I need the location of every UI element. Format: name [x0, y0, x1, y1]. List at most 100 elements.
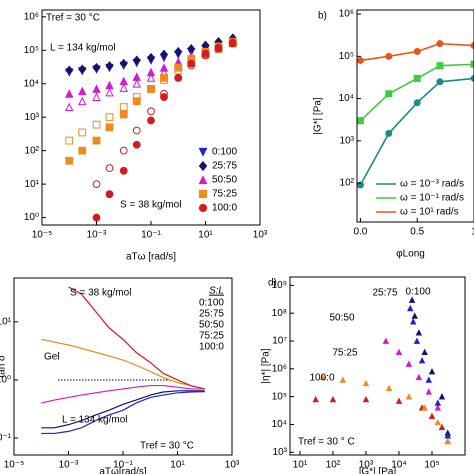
- marker: [444, 432, 451, 439]
- legend-label: 75:25: [212, 189, 237, 200]
- y-tick-label: 10⁰: [24, 212, 39, 223]
- x-tick-label: 10⁻¹: [113, 460, 133, 471]
- y-tick-label: 10³: [25, 112, 40, 123]
- y-tick-label: 10⁷: [272, 336, 287, 347]
- y-tick-label: 10²: [25, 145, 40, 156]
- series-label: 75:25: [332, 348, 357, 359]
- x-tick-label: 10⁻¹: [141, 230, 161, 241]
- y-tick-label: 10¹: [0, 317, 12, 328]
- marker: [411, 312, 418, 319]
- y-tick-label: 10⁵: [272, 391, 287, 402]
- legend-marker: [198, 147, 208, 157]
- x-tick-label: 1: [471, 227, 474, 238]
- marker: [438, 423, 446, 431]
- x-axis-label: |G*| [Pa]: [359, 467, 397, 474]
- marker: [92, 120, 101, 129]
- marker: [160, 89, 168, 98]
- plot-area: [41, 286, 205, 435]
- marker: [470, 74, 474, 82]
- marker: [362, 379, 370, 387]
- annotation: L = 134 kg/mol: [62, 415, 128, 426]
- marker: [105, 61, 114, 71]
- marker: [425, 388, 432, 395]
- marker: [132, 93, 141, 101]
- legend-marker: [198, 175, 208, 185]
- marker: [187, 61, 196, 70]
- legend-label: 0:100: [212, 147, 237, 158]
- marker: [214, 45, 223, 53]
- legend-label: ω = 10⁻³ rad/s: [400, 179, 464, 190]
- marker: [434, 404, 442, 411]
- annotation: Tref = 30 ° C: [298, 437, 355, 448]
- y-tick-label: 10⁴: [339, 93, 354, 104]
- x-axis-label: aTω[rad/s]: [99, 467, 146, 474]
- marker: [187, 44, 196, 54]
- y-tick-label: 10⁶: [24, 11, 39, 22]
- x-tick-label: 0.5: [410, 227, 424, 238]
- x-tick-label: 10⁻⁵: [32, 230, 53, 241]
- marker: [78, 96, 87, 106]
- x-tick-label: 10³: [225, 460, 240, 471]
- series-label: 0:100: [405, 287, 430, 298]
- marker: [413, 337, 421, 344]
- x-tick-label: 10⁵: [424, 460, 439, 471]
- marker: [357, 56, 364, 64]
- marker: [105, 123, 114, 132]
- marker: [119, 146, 128, 155]
- x-axis-label: φLong: [396, 249, 425, 260]
- axes-box: [289, 276, 466, 456]
- x-tick-label: 0.0: [353, 227, 367, 238]
- marker: [434, 418, 442, 426]
- x-tick-label: 10³: [359, 460, 374, 471]
- marker: [147, 107, 155, 116]
- marker: [105, 113, 114, 122]
- legend-label: 100:0: [212, 203, 237, 214]
- legend-label: 100:0: [199, 342, 224, 353]
- marker: [413, 99, 421, 107]
- marker: [470, 42, 474, 50]
- marker: [413, 74, 421, 82]
- annotation: S = 38 kg/mol: [70, 288, 131, 299]
- legend-label: ω = 10¹ rad/s: [400, 207, 459, 218]
- marker: [132, 55, 141, 66]
- marker: [78, 128, 87, 137]
- legend-label: 0:100: [199, 298, 224, 309]
- marker: [92, 84, 101, 93]
- marker: [147, 85, 155, 93]
- marker: [160, 73, 168, 82]
- y-tick-label: 10⁻¹: [0, 433, 12, 444]
- marker: [65, 102, 74, 112]
- y-tick-label: 10⁵: [24, 45, 39, 56]
- x-tick-label: 10⁻³: [59, 460, 79, 471]
- marker: [92, 62, 101, 73]
- y-axis-label: tan δ: [0, 355, 8, 378]
- marker: [105, 190, 114, 199]
- marker: [92, 136, 101, 145]
- marker: [78, 146, 87, 155]
- legend-label: 25:75: [199, 309, 224, 320]
- plot-area: [65, 33, 237, 222]
- marker: [65, 156, 74, 165]
- annotation: Gel: [44, 352, 60, 363]
- series-line: [41, 384, 205, 404]
- marker: [410, 318, 417, 325]
- marker: [418, 356, 426, 364]
- marker: [132, 97, 141, 106]
- marker: [385, 129, 393, 137]
- marker: [105, 164, 114, 173]
- y-tick-label: 10³: [340, 135, 355, 146]
- marker: [65, 65, 74, 76]
- y-tick-label: 10²: [340, 178, 355, 189]
- x-tick-label: 10⁻⁵: [4, 460, 25, 471]
- series-label: 25:75: [372, 288, 397, 299]
- legend-label: 50:50: [199, 320, 224, 331]
- marker: [413, 48, 421, 56]
- marker: [92, 92, 101, 101]
- marker: [146, 67, 156, 77]
- marker: [329, 395, 337, 403]
- marker: [119, 166, 128, 175]
- plot-area: [357, 40, 474, 189]
- marker: [132, 126, 141, 135]
- marker: [444, 437, 451, 445]
